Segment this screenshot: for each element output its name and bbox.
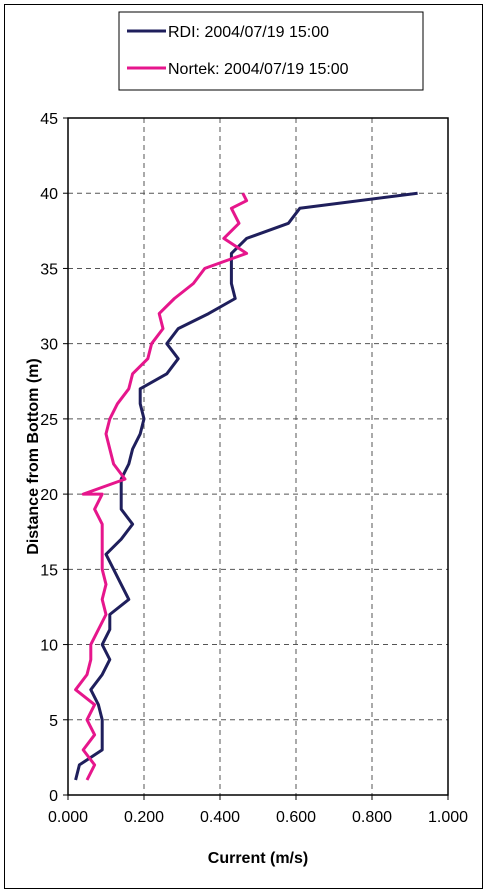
- x-tick-label: 0.000: [48, 809, 88, 826]
- y-tick-label: 5: [49, 713, 58, 730]
- x-tick-label: 0.400: [200, 809, 240, 826]
- y-tick-label: 35: [40, 261, 58, 278]
- x-tick-label: 1.000: [428, 809, 468, 826]
- legend-label-rdi: RDI: 2004/07/19 15:00: [168, 24, 329, 41]
- y-tick-label: 0: [49, 788, 58, 805]
- series-lines: [74, 191, 418, 781]
- x-axis-title: Current (m/s): [208, 850, 308, 867]
- y-tick-label: 45: [40, 111, 58, 128]
- y-axis-ticks: 0 5 10 15 20 25 30 35 40 45: [40, 111, 68, 805]
- x-tick-label: 0.600: [276, 809, 316, 826]
- y-tick-label: 25: [40, 412, 58, 429]
- x-tick-label: 0.800: [352, 809, 392, 826]
- y-tick-label: 15: [40, 562, 58, 579]
- legend-label-nortek: Nortek: 2004/07/19 15:00: [168, 61, 349, 78]
- legend: RDI: 2004/07/19 15:00 Nortek: 2004/07/19…: [118, 11, 424, 91]
- chart-frame: [4, 4, 483, 889]
- y-tick-label: 30: [40, 337, 58, 354]
- y-tick-label: 20: [40, 487, 58, 504]
- y-tick-label: 10: [40, 638, 58, 655]
- series-line-rdi: [74, 191, 418, 781]
- plot-area: [67, 117, 449, 796]
- y-axis-title: Distance from Bottom (m): [25, 358, 42, 554]
- series-line-nortek: [74, 192, 249, 781]
- x-tick-label: 0.200: [124, 809, 164, 826]
- legend-box: [118, 11, 424, 91]
- y-tick-label: 40: [40, 186, 58, 203]
- grid-lines: [68, 118, 448, 795]
- x-axis-ticks: 0.000 0.200 0.400 0.600 0.800 1.000: [48, 795, 468, 826]
